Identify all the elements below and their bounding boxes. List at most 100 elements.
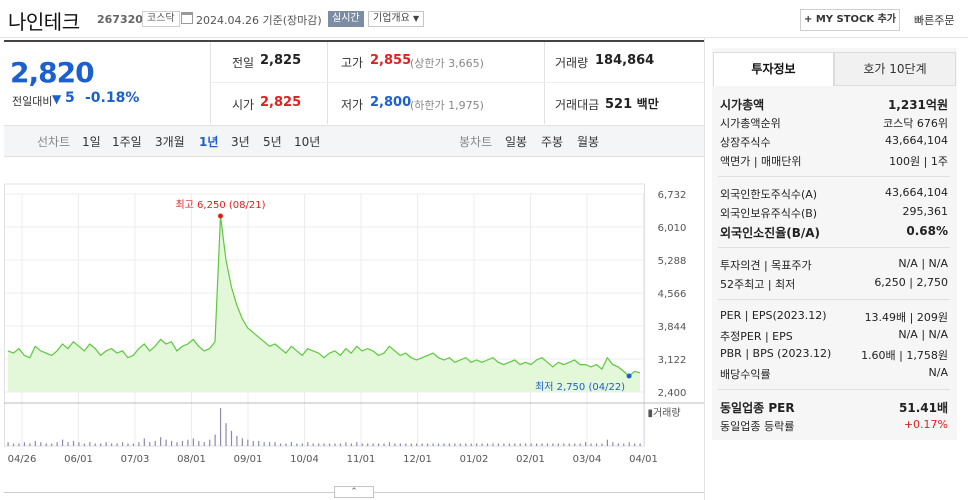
volume-bar (170, 440, 173, 446)
volume-bar (394, 443, 396, 446)
amount-value: 521 백만 (605, 97, 659, 112)
volume-bar (568, 443, 570, 446)
period-1d[interactable]: 1일 (82, 135, 101, 149)
volume-label: 거래량 (555, 56, 589, 70)
volume-bar (230, 430, 233, 446)
info-value: 100원 | 1주 (889, 155, 948, 168)
volume-bar (437, 443, 440, 446)
info-value: +0.17% (903, 418, 948, 431)
collapse-handle-button[interactable]: ⌃ (334, 486, 374, 498)
stock-name: 나인테크 (8, 10, 80, 34)
x-tick-label: 07/03 (121, 454, 150, 465)
volume-bar (209, 439, 211, 446)
invest-info-panel (712, 48, 957, 440)
info-key: 액면가 | 매매단위 (720, 155, 802, 168)
period-3m[interactable]: 3개월 (155, 135, 185, 149)
volume-bar (432, 443, 434, 446)
volume-bar (525, 443, 527, 446)
volume-bar (334, 443, 336, 446)
info-key: 52주최고 | 최저 (720, 278, 796, 291)
mystock-add-button[interactable]: + MY STOCK 추가 (800, 9, 900, 31)
volume-bar (623, 443, 625, 446)
candle-monthly[interactable]: 월봉 (577, 135, 600, 149)
info-value: 0.68% (906, 224, 948, 238)
max-point (217, 213, 223, 219)
info-key: 추정PER | EPS (720, 330, 793, 343)
prev-close-label: 전일 (232, 56, 255, 70)
volume-bar (410, 443, 412, 446)
volume-bar (601, 443, 603, 446)
info-row: 외국인소진율(B/A) 0.68% (720, 224, 948, 241)
x-tick-label: 12/01 (403, 454, 432, 465)
info-value: 1.60배 | 1,758원 (861, 349, 948, 362)
x-tick-label: 02/01 (516, 454, 545, 465)
volume-bar (7, 442, 9, 446)
volume-bar (541, 443, 543, 446)
info-key: 상장주식수 (720, 136, 771, 149)
info-row: 투자의견 | 목표주가 N/A | N/A (720, 257, 948, 274)
period-10y[interactable]: 10년 (294, 135, 321, 149)
current-price: 2,820 (10, 56, 95, 89)
y-tick-label: 4,566 (658, 289, 687, 300)
volume-bar (372, 443, 374, 446)
volume-bar (40, 442, 42, 446)
plot-frame (4, 183, 645, 447)
open-value: 2,825 (260, 95, 302, 110)
volume-bar (78, 442, 80, 446)
quick-order-button[interactable]: 빠른주문 (914, 14, 955, 27)
volume-bar (61, 439, 64, 446)
volume-bar (399, 443, 401, 446)
period-1w[interactable]: 1주일 (112, 135, 142, 149)
info-value: N/A | N/A (898, 257, 948, 270)
info-value: 코스닥 676위 (883, 117, 948, 130)
x-tick-label: 06/01 (64, 454, 93, 465)
volume-bar (503, 443, 505, 446)
volume-bar (111, 443, 113, 446)
x-tick-label: 03/04 (573, 454, 602, 465)
period-5y[interactable]: 5년 (263, 135, 282, 149)
info-row: 배당수익률 N/A (720, 366, 948, 383)
volume-bar (563, 443, 565, 446)
period-1y[interactable]: 1년 (199, 135, 219, 149)
volume-bar (12, 443, 15, 446)
volume-bar (595, 443, 598, 446)
volume-bar (639, 443, 641, 446)
market-badge: 코스닥 (142, 11, 180, 27)
volume-bar (590, 443, 592, 446)
volume-bar (459, 443, 461, 446)
volume-bar (100, 443, 102, 446)
volume-bar (552, 443, 554, 446)
info-key: 시가총액 (720, 98, 765, 112)
candle-daily[interactable]: 일봉 (505, 135, 528, 149)
volume-bar (127, 443, 129, 446)
volume-bar (94, 443, 96, 446)
volume-bar (470, 443, 472, 446)
volume-bar (105, 442, 107, 446)
prev-close-value: 2,825 (260, 53, 302, 68)
company-info-dropdown[interactable]: 기업개요 ▼ (368, 11, 425, 27)
volume-bar (585, 442, 587, 446)
volume-bar (628, 442, 630, 446)
volume-bar (574, 443, 576, 446)
volume-bar (51, 443, 53, 446)
info-value: 51.41배 (899, 401, 948, 415)
tab-orderbook[interactable]: 호가 10단계 (834, 52, 956, 86)
price-chart[interactable]: 6,732 6,010 5,288 4,566 3,844 3,122 2,400 04/26… (4, 158, 704, 468)
calendar-icon (181, 12, 193, 24)
high-value: 2,855 (370, 53, 412, 68)
volume-bar (176, 442, 178, 446)
volume-bar (519, 443, 521, 446)
volume-bar (203, 442, 205, 446)
tab-invest-info[interactable]: 투자정보 (713, 52, 834, 86)
volume-bar (274, 442, 276, 446)
period-3y[interactable]: 3년 (231, 135, 250, 149)
volume-bar (612, 442, 614, 446)
realtime-button[interactable]: 실시간 (328, 11, 364, 27)
volume-bar (535, 443, 538, 446)
volume-bar (241, 438, 243, 446)
divider (704, 38, 705, 500)
candle-weekly[interactable]: 주봉 (541, 135, 564, 149)
min-point (626, 373, 632, 379)
volume-bar (486, 443, 489, 446)
info-row: 시가총액 1,231억원 (720, 96, 948, 113)
